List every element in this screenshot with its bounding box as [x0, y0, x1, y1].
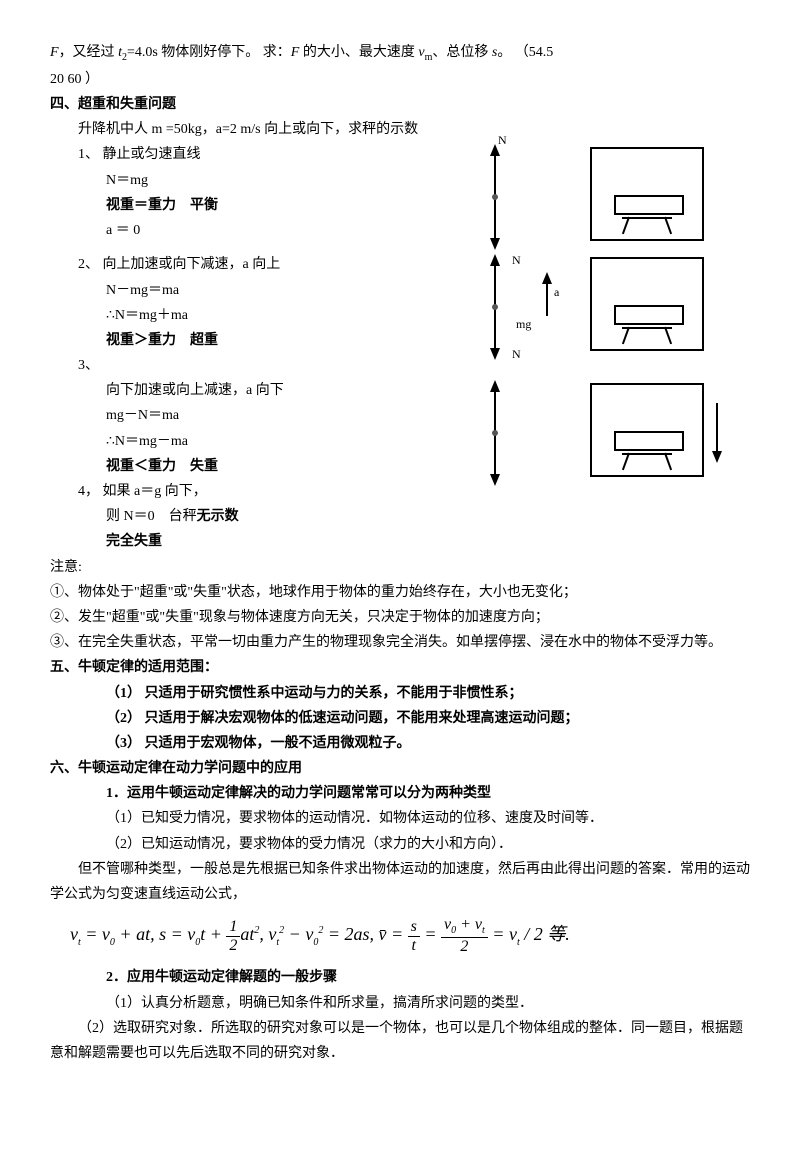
- case4-l2a: 则 N＝0: [106, 509, 155, 524]
- var-F: F: [50, 45, 59, 60]
- case3-num: 3、: [78, 358, 99, 373]
- arrow-updown-icon: [480, 252, 510, 362]
- case4-l1: 如果 a＝g 向下，: [103, 484, 207, 499]
- sec6-h1: 1．运用牛顿运动定律解决的动力学问题常常可以分为两种类型: [50, 781, 750, 806]
- arrow-updown-icon: [480, 378, 510, 488]
- case2-diagram: N a mg N: [470, 252, 750, 362]
- sec5-i2: （2） 只适用于解决宏观物体的低速运动问题，不能用来处理高速运动问题；: [50, 706, 750, 731]
- case1-num: 1、: [78, 147, 99, 162]
- kinematics-formula: vt = v0 + at, s = v0t + 12at2, vt2 − v02…: [50, 907, 750, 965]
- case4-l2b: 无示数: [197, 509, 239, 524]
- scale-icon: [590, 383, 704, 477]
- sec5-title: 五、牛顿定律的适用范围：: [50, 655, 750, 680]
- case1-row: 1、 静止或匀速直线 N＝mg 视重＝重力 平衡 a ＝ 0 N: [50, 142, 750, 252]
- case1-l3b: 平衡: [190, 198, 218, 213]
- sec4-premise: 升降机中人 m =50kg，a=2 m/s 向上或向下，求秤的示数: [50, 117, 750, 142]
- case4-num: 4，: [78, 484, 99, 499]
- case2-l4a: 视重＞重力: [106, 333, 176, 348]
- intro-line1: F，又经过 t2=4.0s 物体刚好停下。 求：F 的大小、最大速度 vm、总位…: [50, 40, 750, 67]
- sec6-title: 六、牛顿运动定律在动力学问题中的应用: [50, 756, 750, 781]
- sec6-p1: （1）已知受力情况，要求物体的运动情况．如物体运动的位移、速度及时间等．: [50, 806, 750, 831]
- sec6-p3: 但不管哪种类型，一般总是先根据已知条件求出物体运动的加速度，然后再由此得出问题的…: [50, 857, 750, 907]
- case3-l4b: 失重: [190, 459, 218, 474]
- case2-l4b: 超重: [190, 333, 218, 348]
- case2-l2: N－mg＝ma: [50, 278, 470, 303]
- case2-l3: ∴N＝mg＋ma: [50, 303, 470, 328]
- sec5-i1: （1） 只适用于研究惯性系中运动与力的关系，不能用于非惯性系；: [50, 681, 750, 706]
- case2-row: 2、 向上加速或向下减速，a 向上 N－mg＝ma ∴N＝mg＋ma 视重＞重力…: [50, 252, 750, 378]
- note2: ②、发生"超重"或"失重"现象与物体速度方向无关，只决定于物体的加速度方向；: [71, 605, 750, 630]
- sec6-h2: 2．应用牛顿运动定律解题的一般步骤: [50, 965, 750, 990]
- label-N: N: [512, 250, 521, 272]
- arrow-down-icon: [710, 403, 724, 463]
- case3-row: 向下加速或向上减速，a 向下 mg－N＝ma ∴N＝mg－ma 视重＜重力 失重…: [50, 378, 750, 554]
- note3: ③、在完全失重状态，平常一切由重力产生的物理现象完全消失。如单摆停摆、浸在水中的…: [71, 630, 750, 655]
- case3-l1: 向下加速或向上减速，a 向下: [50, 378, 470, 403]
- scale-icon: [590, 147, 704, 241]
- sec5-i3: （3） 只适用于宏观物体，一般不适用微观粒子。: [50, 731, 750, 756]
- scale-icon: [590, 257, 704, 351]
- case3-l3: ∴N＝mg－ma: [50, 429, 470, 454]
- label-mg: mg: [516, 314, 531, 336]
- case2-num: 2、: [78, 257, 99, 272]
- label-N2: N: [512, 344, 521, 366]
- label-a: a: [554, 282, 559, 304]
- intro-line2: 20 60 ）: [50, 67, 750, 92]
- case2-l1: 向上加速或向下减速，a 向上: [103, 257, 281, 272]
- arrow-updown-icon: [480, 142, 510, 252]
- case3-l4a: 视重＜重力: [106, 459, 176, 474]
- notes-title: 注意:: [50, 555, 750, 580]
- sec6-p2: （2）已知运动情况，要求物体的受力情况（求力的大小和方向）．: [50, 832, 750, 857]
- case1-l1: 静止或匀速直线: [103, 147, 201, 162]
- case4-l3: 完全失重: [50, 529, 470, 554]
- case3-l2: mg－N＝ma: [50, 403, 470, 428]
- note1: ①、物体处于"超重"或"失重"状态，地球作用于物体的重力始终存在，大小也无变化；: [71, 580, 750, 605]
- sec4-title: 四、超重和失重问题: [50, 92, 750, 117]
- sec6-p5: （2）选取研究对象．所选取的研究对象可以是一个物体，也可以是几个物体组成的整体．…: [50, 1016, 750, 1066]
- case1-l3a: 视重＝重力: [106, 198, 176, 213]
- case1-l2: N＝mg: [50, 168, 470, 193]
- sec6-p4: （1）认真分析题意，明确已知条件和所求量，搞清所求问题的类型．: [50, 991, 750, 1016]
- case1-l4: a ＝ 0: [50, 218, 470, 243]
- case3-diagram: [470, 378, 750, 488]
- case1-diagram: N: [470, 142, 750, 252]
- arrow-up-icon: [540, 272, 554, 316]
